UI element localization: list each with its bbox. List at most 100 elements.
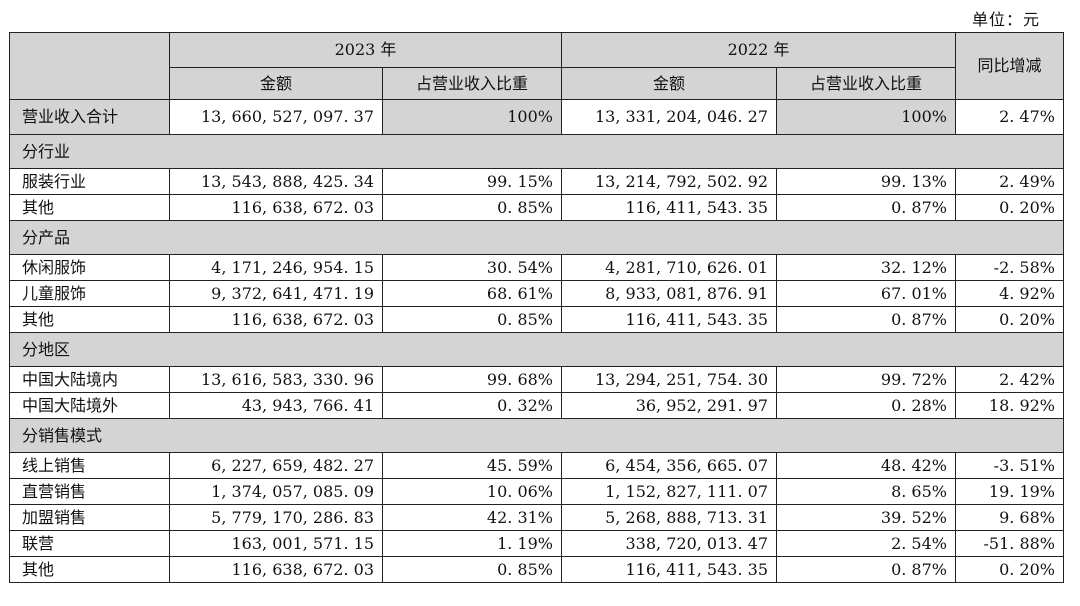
row-label: 中国大陆境外 (9, 392, 170, 419)
row-share-2022: 2. 54% (776, 530, 956, 557)
header-yoy: 同比增减 (955, 32, 1064, 100)
row-share-2022: 32. 12% (776, 254, 956, 281)
row-amount-2022: 8, 933, 081, 876. 91 (561, 280, 777, 307)
row-amount-2023: 9, 372, 641, 471. 19 (169, 280, 383, 307)
row-label: 中国大陆境内 (9, 366, 170, 393)
row-share-2022: 39. 52% (776, 504, 956, 531)
header-year-2023: 2023 年 (169, 32, 562, 68)
row-share-2023: 68. 61% (382, 280, 562, 307)
header-year-2022: 2022 年 (561, 32, 956, 68)
row-share-2023: 0. 32% (382, 392, 562, 419)
revenue-table: 2023 年 2022 年 同比增减 金额 占营业收入比重 金额 占营业收入比重… (9, 32, 1064, 583)
table-row: 其他 116, 638, 672. 03 0. 85% 116, 411, 54… (9, 194, 1064, 221)
row-amount-2022: 116, 411, 543. 35 (561, 306, 777, 333)
section-title: 分产品 (9, 220, 1064, 255)
table-row: 中国大陆境外 43, 943, 766. 41 0. 32% 36, 952, … (9, 392, 1064, 419)
row-share-2023: 30. 54% (382, 254, 562, 281)
table-row: 加盟销售 5, 779, 170, 286. 83 42. 31% 5, 268… (9, 504, 1064, 531)
row-share-2022: 67. 01% (776, 280, 956, 307)
row-label: 服装行业 (9, 168, 170, 195)
row-amount-2023: 163, 001, 571. 15 (169, 530, 383, 557)
row-yoy: -2. 58% (955, 254, 1064, 281)
total-row: 营业收入合计 13, 660, 527, 097. 37 100% 13, 33… (9, 99, 1064, 135)
row-amount-2022: 13, 294, 251, 754. 30 (561, 366, 777, 393)
row-yoy: 2. 42% (955, 366, 1064, 393)
row-yoy: 18. 92% (955, 392, 1064, 419)
row-yoy: 0. 20% (955, 194, 1064, 221)
row-yoy: 19. 19% (955, 478, 1064, 505)
row-amount-2023: 116, 638, 672. 03 (169, 306, 383, 333)
table-row: 其他 116, 638, 672. 03 0. 85% 116, 411, 54… (9, 556, 1064, 583)
section-row: 分产品 (9, 220, 1064, 255)
row-share-2023: 99. 68% (382, 366, 562, 393)
row-share-2023: 0. 85% (382, 306, 562, 333)
row-amount-2022: 36, 952, 291. 97 (561, 392, 777, 419)
row-amount-2022: 1, 152, 827, 111. 07 (561, 478, 777, 505)
row-yoy: 0. 20% (955, 306, 1064, 333)
section-title: 分行业 (9, 134, 1064, 169)
row-amount-2022: 6, 454, 356, 665. 07 (561, 452, 777, 479)
row-amount-2022: 13, 214, 792, 502. 92 (561, 168, 777, 195)
row-share-2022: 99. 13% (776, 168, 956, 195)
row-share-2022: 48. 42% (776, 452, 956, 479)
row-share-2023: 99. 15% (382, 168, 562, 195)
row-share-2022: 99. 72% (776, 366, 956, 393)
header-amount-2023: 金额 (169, 67, 383, 100)
row-share-2022: 8. 65% (776, 478, 956, 505)
row-amount-2022: 116, 411, 543. 35 (561, 556, 777, 583)
row-yoy: 0. 20% (955, 556, 1064, 583)
row-yoy: 9. 68% (955, 504, 1064, 531)
section-title: 分销售模式 (9, 418, 1064, 453)
table-row: 中国大陆境内 13, 616, 583, 330. 96 99. 68% 13,… (9, 366, 1064, 393)
row-label: 其他 (9, 194, 170, 221)
row-amount-2022: 338, 720, 013. 47 (561, 530, 777, 557)
row-amount-2023: 1, 374, 057, 085. 09 (169, 478, 383, 505)
row-amount-2023: 13, 543, 888, 425. 34 (169, 168, 383, 195)
table-row: 联营 163, 001, 571. 15 1. 19% 338, 720, 01… (9, 530, 1064, 557)
row-share-2023: 0. 85% (382, 556, 562, 583)
header-share-2023: 占营业收入比重 (382, 67, 562, 100)
row-label: 联营 (9, 530, 170, 557)
row-share-2023: 1. 19% (382, 530, 562, 557)
row-share-2022: 0. 28% (776, 392, 956, 419)
row-yoy: 2. 49% (955, 168, 1064, 195)
row-label: 线上销售 (9, 452, 170, 479)
section-title: 分地区 (9, 332, 1064, 367)
row-share-2022: 0. 87% (776, 194, 956, 221)
table-row: 服装行业 13, 543, 888, 425. 34 99. 15% 13, 2… (9, 168, 1064, 195)
row-amount-2023: 13, 616, 583, 330. 96 (169, 366, 383, 393)
row-label: 儿童服饰 (9, 280, 170, 307)
total-yoy: 2. 47% (955, 99, 1064, 135)
row-amount-2023: 5, 779, 170, 286. 83 (169, 504, 383, 531)
row-yoy: 4. 92% (955, 280, 1064, 307)
total-share-2023: 100% (382, 99, 562, 135)
row-label: 直营销售 (9, 478, 170, 505)
row-share-2023: 10. 06% (382, 478, 562, 505)
row-label: 其他 (9, 556, 170, 583)
row-label: 休闲服饰 (9, 254, 170, 281)
table-row: 儿童服饰 9, 372, 641, 471. 19 68. 61% 8, 933… (9, 280, 1064, 307)
table-row: 休闲服饰 4, 171, 246, 954. 15 30. 54% 4, 281… (9, 254, 1064, 281)
total-amount-2023: 13, 660, 527, 097. 37 (169, 99, 383, 135)
section-row: 分地区 (9, 332, 1064, 367)
row-amount-2022: 5, 268, 888, 713. 31 (561, 504, 777, 531)
row-yoy: -51. 88% (955, 530, 1064, 557)
header-amount-2022: 金额 (561, 67, 777, 100)
row-amount-2022: 4, 281, 710, 626. 01 (561, 254, 777, 281)
row-share-2023: 45. 59% (382, 452, 562, 479)
row-share-2023: 42. 31% (382, 504, 562, 531)
row-label: 加盟销售 (9, 504, 170, 531)
section-row: 分销售模式 (9, 418, 1064, 453)
row-amount-2023: 116, 638, 672. 03 (169, 556, 383, 583)
row-amount-2023: 116, 638, 672. 03 (169, 194, 383, 221)
row-share-2022: 0. 87% (776, 556, 956, 583)
total-amount-2022: 13, 331, 204, 046. 27 (561, 99, 777, 135)
row-amount-2023: 6, 227, 659, 482. 27 (169, 452, 383, 479)
total-share-2022: 100% (776, 99, 956, 135)
row-share-2022: 0. 87% (776, 306, 956, 333)
table-row: 直营销售 1, 374, 057, 085. 09 10. 06% 1, 152… (9, 478, 1064, 505)
row-amount-2022: 116, 411, 543. 35 (561, 194, 777, 221)
table-row: 线上销售 6, 227, 659, 482. 27 45. 59% 6, 454… (9, 452, 1064, 479)
row-amount-2023: 43, 943, 766. 41 (169, 392, 383, 419)
table-row: 其他 116, 638, 672. 03 0. 85% 116, 411, 54… (9, 306, 1064, 333)
